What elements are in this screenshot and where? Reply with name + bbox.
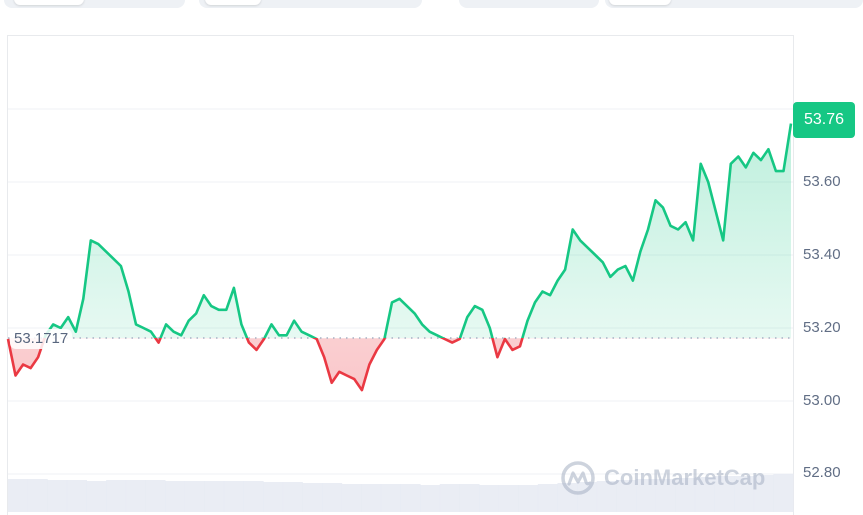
- baseline-price-label: 53.1717: [10, 329, 73, 349]
- coinmarketcap-watermark: CoinMarketCap: [560, 460, 765, 496]
- watermark-text: CoinMarketCap: [604, 465, 766, 490]
- tab-active-pill[interactable]: [609, 0, 671, 5]
- tab-group-0[interactable]: [4, 0, 185, 8]
- tab-group-2[interactable]: [459, 0, 599, 8]
- tab-active-pill[interactable]: [14, 0, 84, 5]
- current-price-badge: 53.76: [793, 102, 855, 138]
- tab-group-1[interactable]: [199, 0, 422, 8]
- y-axis-label: 53.60: [803, 173, 841, 190]
- price-line-up: [43, 123, 793, 338]
- y-axis-label: 52.80: [803, 464, 841, 481]
- area-above-baseline: [44, 123, 791, 338]
- tab-group-3[interactable]: [605, 0, 863, 8]
- coinmarketcap-logo-icon: [561, 461, 595, 495]
- volume-bars: [8, 474, 794, 512]
- y-axis-label: 53.20: [803, 319, 841, 336]
- timeframe-tabs: [0, 0, 863, 10]
- y-axis-label: 53.00: [803, 392, 841, 409]
- tab-active-pill[interactable]: [205, 0, 261, 5]
- y-axis-label: 53.40: [803, 246, 841, 263]
